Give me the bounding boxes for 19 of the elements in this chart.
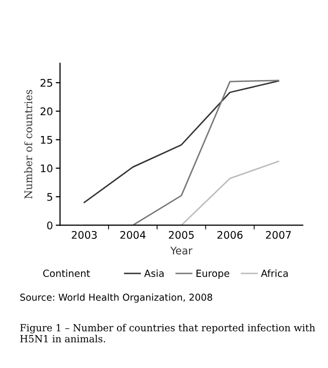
y-tick-label: 25 bbox=[40, 78, 52, 87]
y-tick-label: 20 bbox=[40, 107, 52, 116]
x-tick-label: 2005 bbox=[168, 230, 194, 239]
legend-title: Continent bbox=[43, 269, 90, 277]
y-axis-title: Number of countries bbox=[24, 90, 32, 199]
legend-label: Asia bbox=[144, 269, 164, 277]
y-tick-label: 5 bbox=[47, 193, 52, 201]
legend-label: Africa bbox=[260, 269, 288, 277]
y-tick-label: 15 bbox=[40, 136, 52, 144]
y-tick-label: 0 bbox=[47, 221, 52, 230]
x-tick-label: 2003 bbox=[72, 230, 97, 239]
x-tick-label: 2007 bbox=[266, 230, 291, 239]
source-note: Source: World Health Organization, 2008 bbox=[20, 294, 212, 303]
legend-label: Europe bbox=[196, 270, 230, 279]
y-tick-label: 10 bbox=[40, 164, 52, 172]
x-tick-label: 2004 bbox=[120, 230, 146, 239]
x-tick-label: 2006 bbox=[217, 230, 243, 239]
caption: Figure 1 – Number of countries that reported infection with H5N1 in animals. bbox=[20, 324, 316, 342]
x-axis-title: Year bbox=[170, 246, 192, 254]
